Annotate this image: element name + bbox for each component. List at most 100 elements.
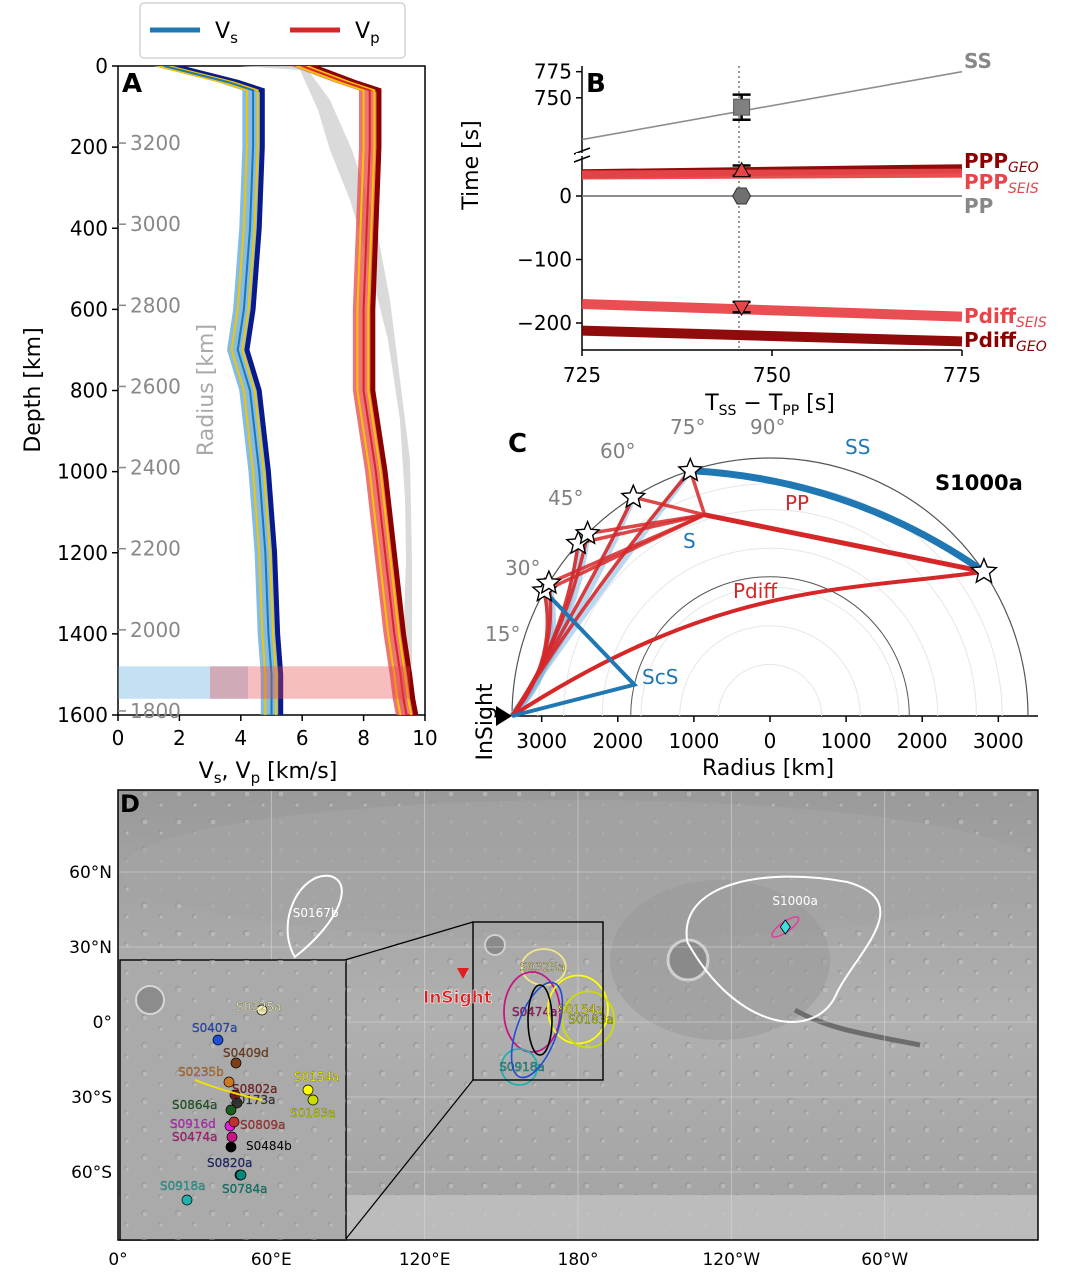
c-pp-ray xyxy=(510,469,692,717)
b-phase-label-main: PP xyxy=(964,194,993,218)
c-ray-label: Pdiff xyxy=(733,579,778,603)
vs-cmb-spread xyxy=(118,666,248,699)
vp-series-line xyxy=(301,66,408,715)
d-inset-event-label: S0916d xyxy=(170,1117,216,1131)
d-lat-tick-label: 60°S xyxy=(71,1163,112,1183)
d-inset-event-label: S0864a xyxy=(172,1098,218,1112)
zoom-connector-top xyxy=(344,921,474,961)
d-inset-event-dot xyxy=(225,1141,237,1153)
legend-vp-label: Vp xyxy=(355,19,380,47)
a-y-tick-label: 1600 xyxy=(57,703,108,727)
d-lat-tick-label: 30°N xyxy=(69,938,112,958)
b-phase-label: SS xyxy=(964,49,992,73)
panel-d-letter: D xyxy=(120,790,140,818)
vs-outline-right xyxy=(168,66,278,715)
panel-a-letter: A xyxy=(122,69,142,99)
b-phase-label-main: PPP xyxy=(964,170,1008,194)
c-angle-label: 30° xyxy=(505,556,540,580)
panel-a-xlabel: Vs, Vp [km/s] xyxy=(199,759,338,787)
d-inset-event-label: S0918a xyxy=(160,1179,206,1193)
vs-series-line xyxy=(163,66,273,715)
a-y-tick-label: 1200 xyxy=(57,541,108,565)
b-phase-label-sub: GEO xyxy=(1008,160,1039,176)
d-inset-event-label: S0820a xyxy=(207,1156,253,1170)
d-inset-event-dot xyxy=(212,1034,224,1046)
b-phase-label: PdiffSEIS xyxy=(964,304,1047,331)
c-ray-label: SS xyxy=(845,435,870,459)
d-inset-event-label: S0235b xyxy=(178,1065,224,1079)
d-lat-tick-label: 0° xyxy=(93,1013,112,1033)
c-grid-arc xyxy=(601,547,939,717)
b-phase-label-main: Pdiff xyxy=(964,328,1017,352)
d-event-label: S0183a xyxy=(568,1013,614,1027)
c-x-tick-label: 0 xyxy=(764,729,777,753)
panel-d-frame xyxy=(117,789,1039,1241)
b-x-tick-label: 750 xyxy=(753,363,791,387)
b-phase-label-main: Pdiff xyxy=(964,304,1017,328)
zoom-box xyxy=(472,921,604,1081)
d-inset-event-label: S0407a xyxy=(192,1021,238,1035)
a-radius-tick-label: 1800 xyxy=(130,699,181,723)
a-radius-tick-label: 3000 xyxy=(130,212,181,236)
c-angle-label: 60° xyxy=(600,439,635,463)
d-s1000a-location-diamond xyxy=(779,919,791,935)
d-event-contour xyxy=(500,1048,539,1086)
c-bounce-star xyxy=(677,456,704,482)
b-phase-label: PP xyxy=(964,194,993,218)
insight-station-label: InSight xyxy=(473,683,498,760)
vp-geodesy-model xyxy=(310,66,419,715)
d-inset-event-dot xyxy=(228,1116,240,1128)
b-series-pdiff_geo xyxy=(581,325,963,347)
b-series-ppp_seis xyxy=(581,168,963,180)
d-inset-event-label: S0809a xyxy=(240,1118,286,1132)
vs-outline-left xyxy=(157,66,267,715)
insight-station-marker xyxy=(496,706,512,726)
olympus-mons xyxy=(666,938,710,982)
a-radius-tick-label: 2000 xyxy=(130,618,181,642)
d-inset-yellow-trace xyxy=(194,1079,263,1101)
d-lat-tick-label: 30°S xyxy=(71,1088,112,1108)
northern-lowlands xyxy=(120,800,1038,940)
d-lon-tick-label: 120°E xyxy=(399,1250,451,1270)
d-inset-event-label: S0784a xyxy=(222,1182,268,1196)
d-s0167b-contour xyxy=(286,874,343,959)
d-inset-event-dot xyxy=(256,1004,268,1016)
c-x-tick-label: 1000 xyxy=(821,729,872,753)
d-lon-tick-label: 120°W xyxy=(702,1250,760,1270)
panel-c-letter: C xyxy=(508,429,527,459)
a-radius-tick-label: 2800 xyxy=(130,293,181,317)
b-phase-label: PdiffGEO xyxy=(964,328,1047,355)
c-ray-label: PP xyxy=(785,491,809,515)
d-event-label: S0918a xyxy=(499,1060,545,1074)
a-x-tick-label: 10 xyxy=(412,726,437,750)
d-inset-event-dot xyxy=(231,1097,243,1109)
b-x-tick-label: 725 xyxy=(563,363,601,387)
d-inset-event-label: S0173a xyxy=(230,1093,276,1107)
d-event-label: S0167b xyxy=(293,906,339,920)
a-x-tick-label: 2 xyxy=(173,726,186,750)
d-inset-event-dot xyxy=(307,1094,319,1106)
b-phase-label: PPPSEIS xyxy=(964,170,1039,197)
d-event-label: S1000a xyxy=(772,894,818,908)
d-inset-event-label: S0474a xyxy=(172,1130,218,1144)
d-cluster-contour-black xyxy=(527,984,553,1056)
c-bounce-star xyxy=(535,569,563,595)
a-radius-tick-label: 2400 xyxy=(130,456,181,480)
c-pp-ray-main xyxy=(704,512,985,575)
d-event-label: S0325a xyxy=(520,960,566,974)
d-lon-tick-label: 180° xyxy=(558,1250,599,1270)
a-x-tick-label: 0 xyxy=(112,726,125,750)
c-event-label: S1000a xyxy=(935,471,1023,495)
zoom-connector-bottom xyxy=(344,1079,474,1241)
b-y-tick-label: −200 xyxy=(517,311,572,335)
b-pdiff-marker xyxy=(732,300,751,317)
d-inset-event-label: S0409d xyxy=(223,1046,269,1060)
b-ss-marker xyxy=(733,98,751,116)
d-inset-event-dot xyxy=(235,1169,247,1181)
c-event-star xyxy=(969,556,999,584)
d-event-contour xyxy=(561,990,616,1049)
vp-outline-right xyxy=(306,66,413,715)
a-x-tick-label: 4 xyxy=(234,726,247,750)
